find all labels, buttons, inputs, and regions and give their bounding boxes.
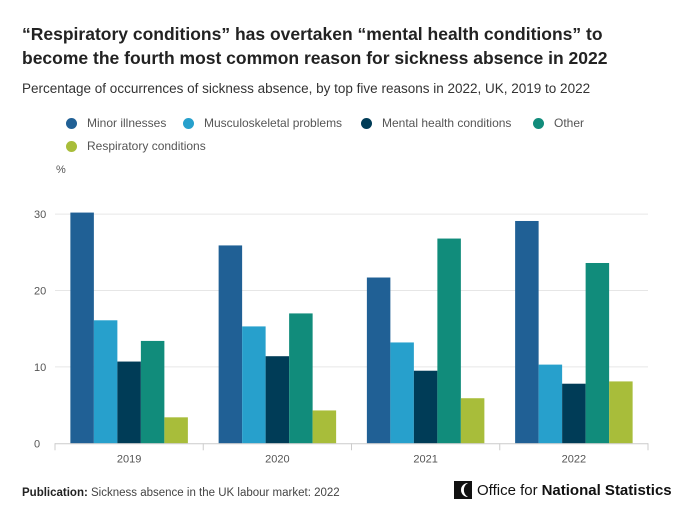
logo-text: Office for — [477, 481, 538, 499]
bar-respiratory-conditions-2019 — [164, 417, 188, 444]
footer-label: Publication: — [22, 487, 88, 499]
legend-item-minor-illnesses: Minor illnesses — [66, 116, 166, 130]
x-tick-label: 2022 — [562, 453, 586, 465]
bar-respiratory-conditions-2022 — [609, 381, 633, 444]
bar-minor-illnesses-2020 — [218, 245, 243, 444]
legend-label: Respiratory conditions — [87, 139, 206, 153]
legend-item-other: Other — [533, 116, 584, 130]
bar-other-2021 — [437, 238, 461, 444]
legend-label: Other — [554, 116, 585, 130]
bar-minor-illnesses-2021 — [366, 277, 391, 444]
bar-respiratory-conditions-2021 — [460, 398, 485, 444]
legend-swatch — [183, 117, 194, 129]
y-tick-label: 30 — [34, 209, 46, 221]
ons-logo-icon — [454, 481, 472, 499]
chart-title: “Respiratory conditions” has overtaken “… — [22, 24, 608, 68]
bar-other-2019 — [140, 340, 165, 444]
bar-musculoskeletal-problems-2022 — [538, 364, 563, 444]
x-tick-label: 2021 — [413, 453, 437, 465]
legend-swatch — [533, 117, 544, 129]
legend-swatch — [66, 117, 77, 129]
legend-swatch — [66, 140, 77, 152]
y-axis-label: % — [56, 164, 66, 176]
bar-musculoskeletal-problems-2021 — [390, 342, 414, 444]
legend-item-mental-health: Mental health conditions — [361, 116, 511, 130]
bar-minor-illnesses-2022 — [515, 220, 539, 444]
bar-chart: % 0 10 20 30 2019 2020 2021 2022 — [34, 164, 649, 465]
bar-other-2020 — [289, 313, 313, 444]
legend-item-respiratory: Respiratory conditions — [66, 139, 206, 153]
publication-link[interactable]: Sickness absence in the UK labour market… — [91, 487, 340, 499]
bar-mental-health-conditions-2022 — [562, 383, 586, 444]
legend-swatch — [361, 117, 372, 129]
bar-mental-health-conditions-2019 — [117, 361, 141, 444]
y-tick-label: 10 — [34, 362, 46, 374]
bar-mental-health-conditions-2020 — [265, 356, 290, 444]
bar-musculoskeletal-problems-2020 — [242, 326, 266, 444]
bar-minor-illnesses-2019 — [70, 212, 94, 444]
bar-mental-health-conditions-2021 — [413, 370, 438, 444]
legend-label: Musculoskeletal problems — [204, 116, 343, 130]
legend-label: Minor illnesses — [87, 116, 167, 130]
legend-label: Mental health conditions — [382, 116, 512, 130]
bar-respiratory-conditions-2020 — [312, 410, 337, 444]
y-tick-label: 20 — [34, 286, 46, 298]
logo-text-bold: National Statistics — [541, 481, 672, 499]
bar-musculoskeletal-problems-2019 — [93, 320, 118, 444]
publication-footer: Publication: Sickness absence in the UK … — [22, 487, 340, 499]
y-tick-label: 0 — [34, 438, 40, 450]
ons-logo: Office for National Statistics — [454, 481, 672, 499]
chart-subtitle: Percentage of occurrences of sickness ab… — [22, 81, 591, 96]
bar-other-2022 — [585, 262, 610, 444]
x-tick-label: 2019 — [117, 453, 141, 465]
legend-item-musculoskeletal: Musculoskeletal problems — [183, 116, 342, 130]
x-tick-label: 2020 — [265, 453, 289, 465]
